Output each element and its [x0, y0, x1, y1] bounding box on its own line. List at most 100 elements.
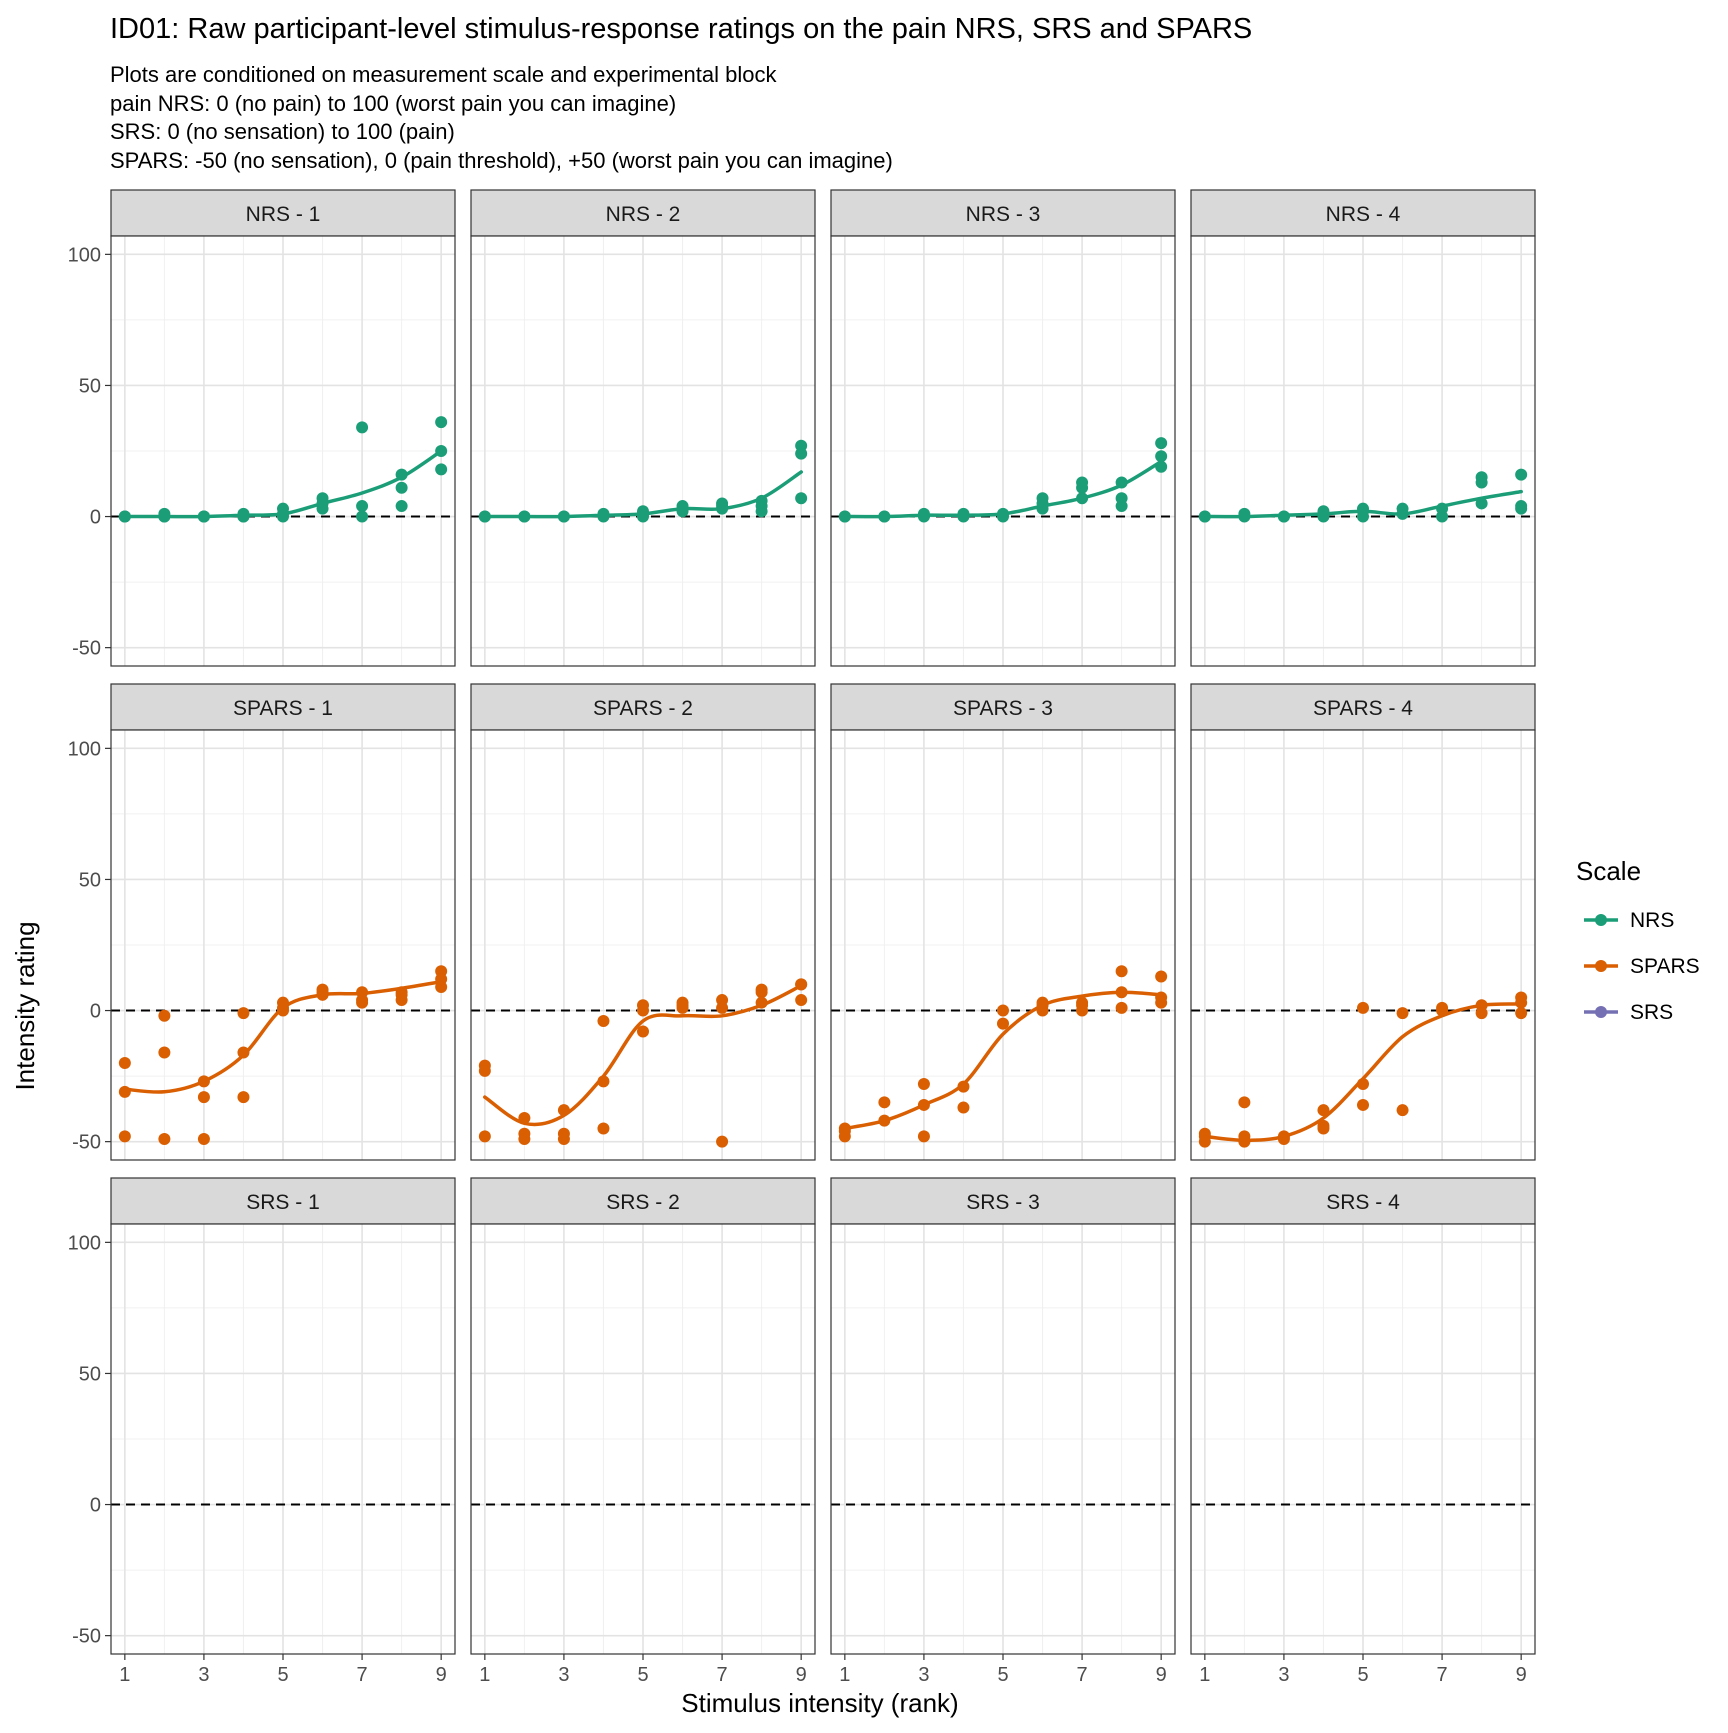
data-point — [1155, 970, 1168, 983]
data-point — [518, 1133, 531, 1146]
data-point — [676, 502, 689, 515]
x-tick-label: 7 — [717, 1664, 728, 1686]
x-tick-label: 5 — [997, 1664, 1008, 1686]
data-point — [1238, 1135, 1251, 1148]
legend-swatch-point — [1595, 1006, 1607, 1018]
data-point — [435, 416, 448, 429]
x-tick-label: 3 — [918, 1664, 929, 1686]
data-point — [118, 1056, 131, 1069]
chart-title: ID01: Raw participant-level stimulus-res… — [110, 13, 1252, 45]
data-point — [795, 492, 808, 505]
data-point — [316, 497, 329, 510]
facet-panel: SPARS - 3 — [830, 683, 1176, 1161]
data-point — [518, 510, 531, 523]
data-point — [158, 1133, 171, 1146]
data-point — [237, 510, 250, 523]
data-point — [277, 507, 289, 520]
data-point — [395, 500, 408, 513]
data-point — [197, 1091, 210, 1104]
facet-strip — [830, 1177, 1176, 1225]
data-point — [277, 1004, 289, 1017]
data-point — [1115, 500, 1128, 513]
facet-strip-label: SPARS - 1 — [233, 697, 333, 720]
facet-strip — [470, 1177, 816, 1225]
data-point — [197, 1075, 210, 1088]
data-point — [1277, 510, 1290, 523]
x-axis-label: Stimulus intensity (rank) — [681, 1688, 958, 1718]
panel-border — [470, 235, 816, 667]
data-point — [597, 1122, 610, 1135]
legend-label: NRS — [1630, 909, 1674, 932]
y-tick-label: -50 — [72, 638, 101, 660]
data-point — [395, 481, 408, 494]
data-point — [118, 1085, 131, 1098]
data-point — [237, 1007, 250, 1020]
data-point — [237, 1091, 250, 1104]
facet-strip-label: SRS - 2 — [606, 1191, 680, 1214]
facet-panel: NRS - 2 — [470, 189, 816, 667]
x-tick-label: 1 — [1199, 1664, 1210, 1686]
facet-strip-label: SRS - 3 — [966, 1191, 1040, 1214]
facet-strip — [1190, 683, 1536, 731]
data-point — [356, 996, 369, 1009]
data-point — [676, 999, 689, 1012]
data-point — [118, 510, 131, 523]
facet-strip — [110, 189, 456, 237]
y-tick-label: -50 — [72, 1626, 101, 1648]
data-point — [878, 510, 891, 523]
data-point — [1515, 502, 1528, 515]
data-point — [917, 510, 930, 523]
y-tick-label: -50 — [72, 1132, 101, 1154]
data-point — [755, 986, 768, 999]
data-point — [637, 1025, 649, 1038]
facet-strip — [110, 1177, 456, 1225]
data-point — [118, 1130, 131, 1143]
y-tick-label: 50 — [79, 375, 101, 397]
legend-title: Scale — [1576, 856, 1641, 886]
facet-strip-label: NRS - 1 — [246, 203, 321, 226]
data-point — [1036, 999, 1049, 1012]
facet-strip — [830, 189, 1176, 237]
y-axis-label: Intensity rating — [10, 921, 40, 1090]
data-point — [795, 994, 808, 1007]
y-tick-label: 100 — [68, 1232, 101, 1254]
data-point — [237, 1046, 250, 1059]
data-point — [878, 1114, 891, 1127]
facet-strip — [110, 683, 456, 731]
data-point — [597, 1075, 610, 1088]
data-point — [1277, 1133, 1290, 1146]
y-tick-label: 100 — [68, 244, 101, 266]
facet-panel: SRS - 1 -50 0 50 100 1 3 5 7 9 — [68, 1177, 456, 1686]
data-point — [1317, 1122, 1330, 1135]
data-point — [1436, 510, 1449, 523]
panel-border — [830, 729, 1176, 1161]
data-point — [637, 1004, 649, 1017]
x-tick-label: 9 — [436, 1664, 447, 1686]
data-point — [1238, 1096, 1251, 1109]
data-point — [1036, 497, 1049, 510]
data-point — [917, 1130, 930, 1143]
data-point — [957, 1101, 970, 1114]
data-point — [395, 988, 408, 1001]
smooth-line — [483, 983, 803, 1127]
data-point — [158, 1046, 171, 1059]
x-tick-label: 3 — [1278, 1664, 1289, 1686]
facet-strip — [470, 683, 816, 731]
facet-panel: NRS - 1 -50 0 50 100 — [68, 189, 456, 667]
facet-strip-label: SRS - 1 — [246, 1191, 320, 1214]
data-point — [1396, 1007, 1409, 1020]
data-point — [316, 986, 329, 999]
data-point — [1155, 437, 1168, 450]
x-tick-label: 5 — [637, 1664, 648, 1686]
data-point — [1475, 497, 1488, 510]
facet-panel: SRS - 2 1 3 5 7 9 — [470, 1177, 816, 1686]
data-point — [637, 507, 649, 520]
chart-subtitle-line-4: SPARS: -50 (no sensation), 0 (pain thres… — [110, 148, 893, 173]
data-point — [1115, 476, 1128, 489]
facet-strip-label: SPARS - 4 — [1313, 697, 1413, 720]
facet-strip-label: SPARS - 3 — [953, 697, 1053, 720]
data-point — [997, 1004, 1009, 1017]
